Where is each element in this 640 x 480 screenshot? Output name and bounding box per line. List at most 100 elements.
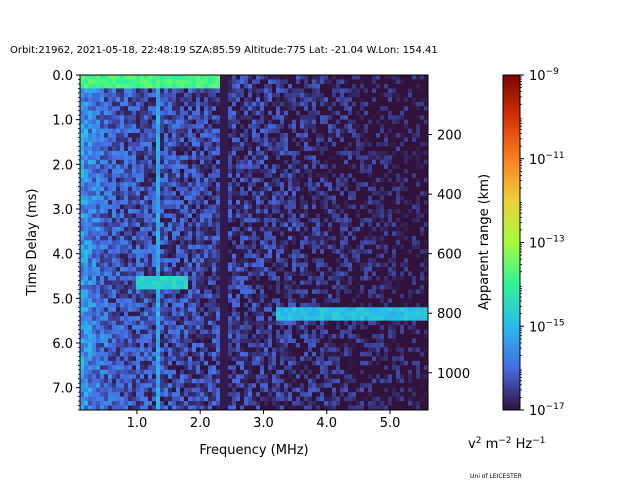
heatmap-cell (364, 164, 369, 170)
heatmap-cell (112, 177, 117, 183)
heatmap-cell (340, 182, 345, 188)
heatmap-cell (396, 195, 401, 201)
heatmap-cell (336, 142, 341, 147)
heatmap-cell (264, 249, 269, 255)
heatmap-cell (88, 298, 93, 304)
heatmap-cell (376, 222, 381, 228)
heatmap-cell (372, 311, 377, 317)
heatmap-cell (404, 168, 409, 174)
heatmap-cell (144, 262, 149, 268)
heatmap-cell (300, 97, 305, 103)
heatmap-cell (256, 240, 261, 246)
heatmap-cell (284, 253, 289, 259)
heatmap-cell (328, 182, 333, 188)
heatmap-cell (304, 226, 309, 232)
heatmap-cell (196, 110, 201, 116)
heatmap-cell (236, 168, 241, 174)
heatmap-cell (252, 293, 257, 299)
heatmap-cell (388, 150, 393, 156)
heatmap-cell (188, 155, 193, 161)
heatmap-cell (400, 204, 405, 210)
heatmap-cell (88, 155, 93, 161)
heatmap-cell (388, 177, 393, 183)
heatmap-cell (388, 249, 393, 255)
heatmap-cell (280, 262, 285, 268)
heatmap-cell (156, 307, 161, 313)
heatmap-cell (280, 106, 285, 112)
heatmap-cell (168, 128, 173, 134)
heatmap-cell (384, 142, 389, 147)
heatmap-cell (172, 159, 177, 165)
heatmap-cell (220, 267, 225, 272)
heatmap-cell (244, 142, 249, 147)
heatmap-cell (400, 222, 405, 228)
heatmap-cell (264, 133, 269, 138)
heatmap-cell (376, 293, 381, 299)
heatmap-cell (384, 262, 389, 268)
heatmap-cell (328, 110, 333, 116)
heatmap-cell (204, 173, 209, 179)
heatmap-cell (164, 115, 169, 121)
heatmap-cell (248, 302, 253, 308)
heatmap-cell (300, 204, 305, 210)
heatmap-cell (400, 240, 405, 246)
heatmap-cell (348, 204, 353, 210)
heatmap-cell (256, 124, 261, 129)
heatmap-cell (400, 79, 405, 85)
heatmap-cell (288, 106, 293, 112)
heatmap-cell (404, 209, 409, 214)
heatmap-cell (292, 191, 297, 196)
heatmap-cell (212, 240, 217, 246)
heatmap-cell (320, 307, 325, 313)
heatmap-cell (232, 200, 237, 205)
heatmap-cell (128, 307, 133, 313)
heatmap-cell (232, 253, 237, 259)
heatmap-cell (184, 150, 189, 156)
heatmap-cell (356, 133, 361, 138)
heatmap-cell (212, 267, 217, 272)
heatmap-cell (312, 119, 317, 125)
heatmap-cell (192, 83, 197, 89)
heatmap-cell (276, 298, 281, 304)
heatmap-cell (348, 320, 353, 326)
heatmap-cell (408, 115, 413, 121)
heatmap-cell (188, 83, 193, 89)
heatmap-cell (220, 271, 225, 277)
heatmap-cell (128, 88, 133, 94)
heatmap-cell (128, 200, 133, 205)
heatmap-cell (116, 159, 121, 165)
heatmap-cell (284, 150, 289, 156)
heatmap-cell (308, 311, 313, 317)
heatmap-cell (232, 182, 237, 188)
heatmap-cell (180, 280, 185, 286)
heatmap-cell (160, 289, 165, 295)
heatmap-cell (88, 195, 93, 201)
heatmap-cell (220, 231, 225, 237)
heatmap-cell (124, 311, 129, 317)
heatmap-cell (176, 289, 181, 295)
heatmap-cell (256, 106, 261, 112)
heatmap-cell (132, 75, 137, 80)
heatmap-cell (256, 119, 261, 125)
heatmap-cell (264, 119, 269, 125)
heatmap-cell (220, 209, 225, 214)
heatmap-cell (156, 213, 161, 219)
heatmap-cell (232, 235, 237, 241)
heatmap-cell (272, 200, 277, 205)
heatmap-cell (92, 222, 97, 228)
heatmap-cell (152, 200, 157, 205)
heatmap-cell (260, 106, 265, 112)
heatmap-cell (116, 155, 121, 161)
heatmap-cell (268, 83, 273, 89)
heatmap-cell (272, 110, 277, 116)
heatmap-cell (224, 226, 229, 232)
heatmap-cell (304, 325, 309, 330)
heatmap-cell (100, 195, 105, 201)
heatmap-cell (408, 75, 413, 80)
heatmap-cell (416, 186, 421, 192)
heatmap-cell (308, 222, 313, 228)
heatmap-cell (300, 244, 305, 250)
heatmap-cell (108, 240, 113, 246)
heatmap-cell (268, 119, 273, 125)
heatmap-cell (348, 271, 353, 277)
